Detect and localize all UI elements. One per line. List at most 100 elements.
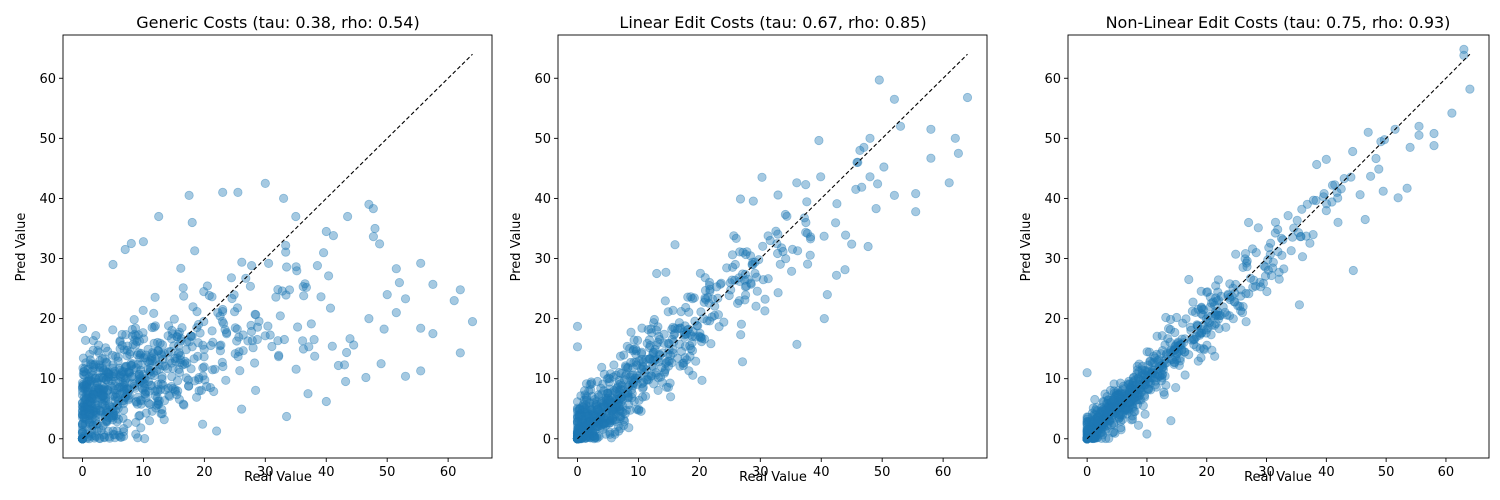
scatter-point [603,373,614,383]
scatter-point [111,388,121,399]
scatter-point [1136,387,1146,397]
scatter-point [1113,386,1123,396]
scatter-point [1082,426,1092,436]
scatter-point [1083,412,1093,422]
scatter-point [1212,296,1222,306]
scatter-point [572,410,583,420]
scatter-point [1092,432,1102,443]
scatter-point [1127,402,1138,412]
scatter-point [670,323,680,333]
scatter-point [1210,311,1221,321]
scatter-point [188,302,198,312]
scatter-point [572,423,583,434]
scatter-point [116,372,126,382]
scatter-point [1213,310,1223,320]
scatter-point [601,398,612,409]
scatter-point [1093,421,1104,431]
scatter-point [136,348,146,358]
scatter-point [1103,403,1113,413]
scatter-point [1127,384,1138,394]
scatter-point [115,382,125,392]
scatter-point [1179,347,1190,357]
scatter-point [109,390,119,400]
scatter-point [641,365,652,375]
x-tick-label: 30 [752,465,769,480]
scatter-point [599,418,609,428]
scatter-point [588,430,599,441]
scatter-point [592,405,603,415]
scatter-point [614,394,624,404]
scatter-point [782,211,792,221]
scatter-point [587,418,597,428]
scatter-point [170,386,180,396]
y-tick-label: 50 [1044,132,1061,147]
scatter-point [593,404,603,414]
scatter-point [572,342,583,352]
scatter-point [1118,400,1128,410]
scatter-point [99,394,109,404]
scatter-point [103,385,113,395]
scatter-point [1117,410,1128,420]
scatter-point [926,153,936,163]
scatter-point [80,384,90,394]
scatter-point [98,385,108,395]
scatter-point [119,380,129,391]
scatter-point [1094,425,1104,435]
scatter-point [642,375,652,385]
scatter-point [1202,287,1212,297]
scatter-point [89,385,100,395]
scatter-point [1097,420,1108,430]
scatter-point [1119,402,1129,412]
scatter-point [1202,287,1213,297]
scatter-point [219,318,229,329]
scatter-point [1089,421,1099,431]
scatter-point [129,314,139,325]
scatter-point [84,434,94,444]
scatter-point [1131,395,1141,405]
scatter-point [611,370,621,380]
scatter-point [1230,288,1240,298]
scatter-point [131,429,141,439]
scatter-point [1241,317,1251,327]
scatter-point [1095,417,1105,428]
scatter-point [1082,427,1092,437]
scatter-point [153,399,163,409]
scatter-point [737,269,748,279]
scatter-point [93,397,103,407]
scatter-point [575,421,586,432]
scatter-point [140,373,150,384]
scatter-point [1177,345,1187,355]
scatter-point [685,329,696,339]
scatter-point [192,306,202,317]
scatter-point [1124,379,1135,389]
scatter-point [97,353,108,364]
scatter-point [102,367,112,377]
scatter-point [82,398,93,408]
scatter-point [664,345,674,355]
scatter-point [114,363,124,373]
scatter-point [194,372,204,383]
scatter-point [634,395,644,405]
scatter-point [690,316,700,326]
scatter-point [647,361,657,371]
scatter-point [658,348,668,358]
scatter-point [585,432,595,443]
scatter-point [1109,379,1119,389]
scatter-point [573,430,583,441]
scatter-point [117,382,127,392]
scatter-point [703,292,713,302]
scatter-point [663,338,673,348]
scatter-point [576,411,586,421]
scatter-point [145,365,156,376]
scatter-point [655,350,665,361]
scatter-point [651,368,661,378]
scatter-point [193,338,203,348]
scatter-point [1240,249,1251,259]
scatter-point [588,417,599,427]
scatter-point [1086,417,1096,427]
scatter-point [1102,407,1112,417]
scatter-point [79,410,89,420]
scatter-point [96,407,106,417]
scatter-point [131,417,141,427]
scatter-point [1184,274,1194,285]
